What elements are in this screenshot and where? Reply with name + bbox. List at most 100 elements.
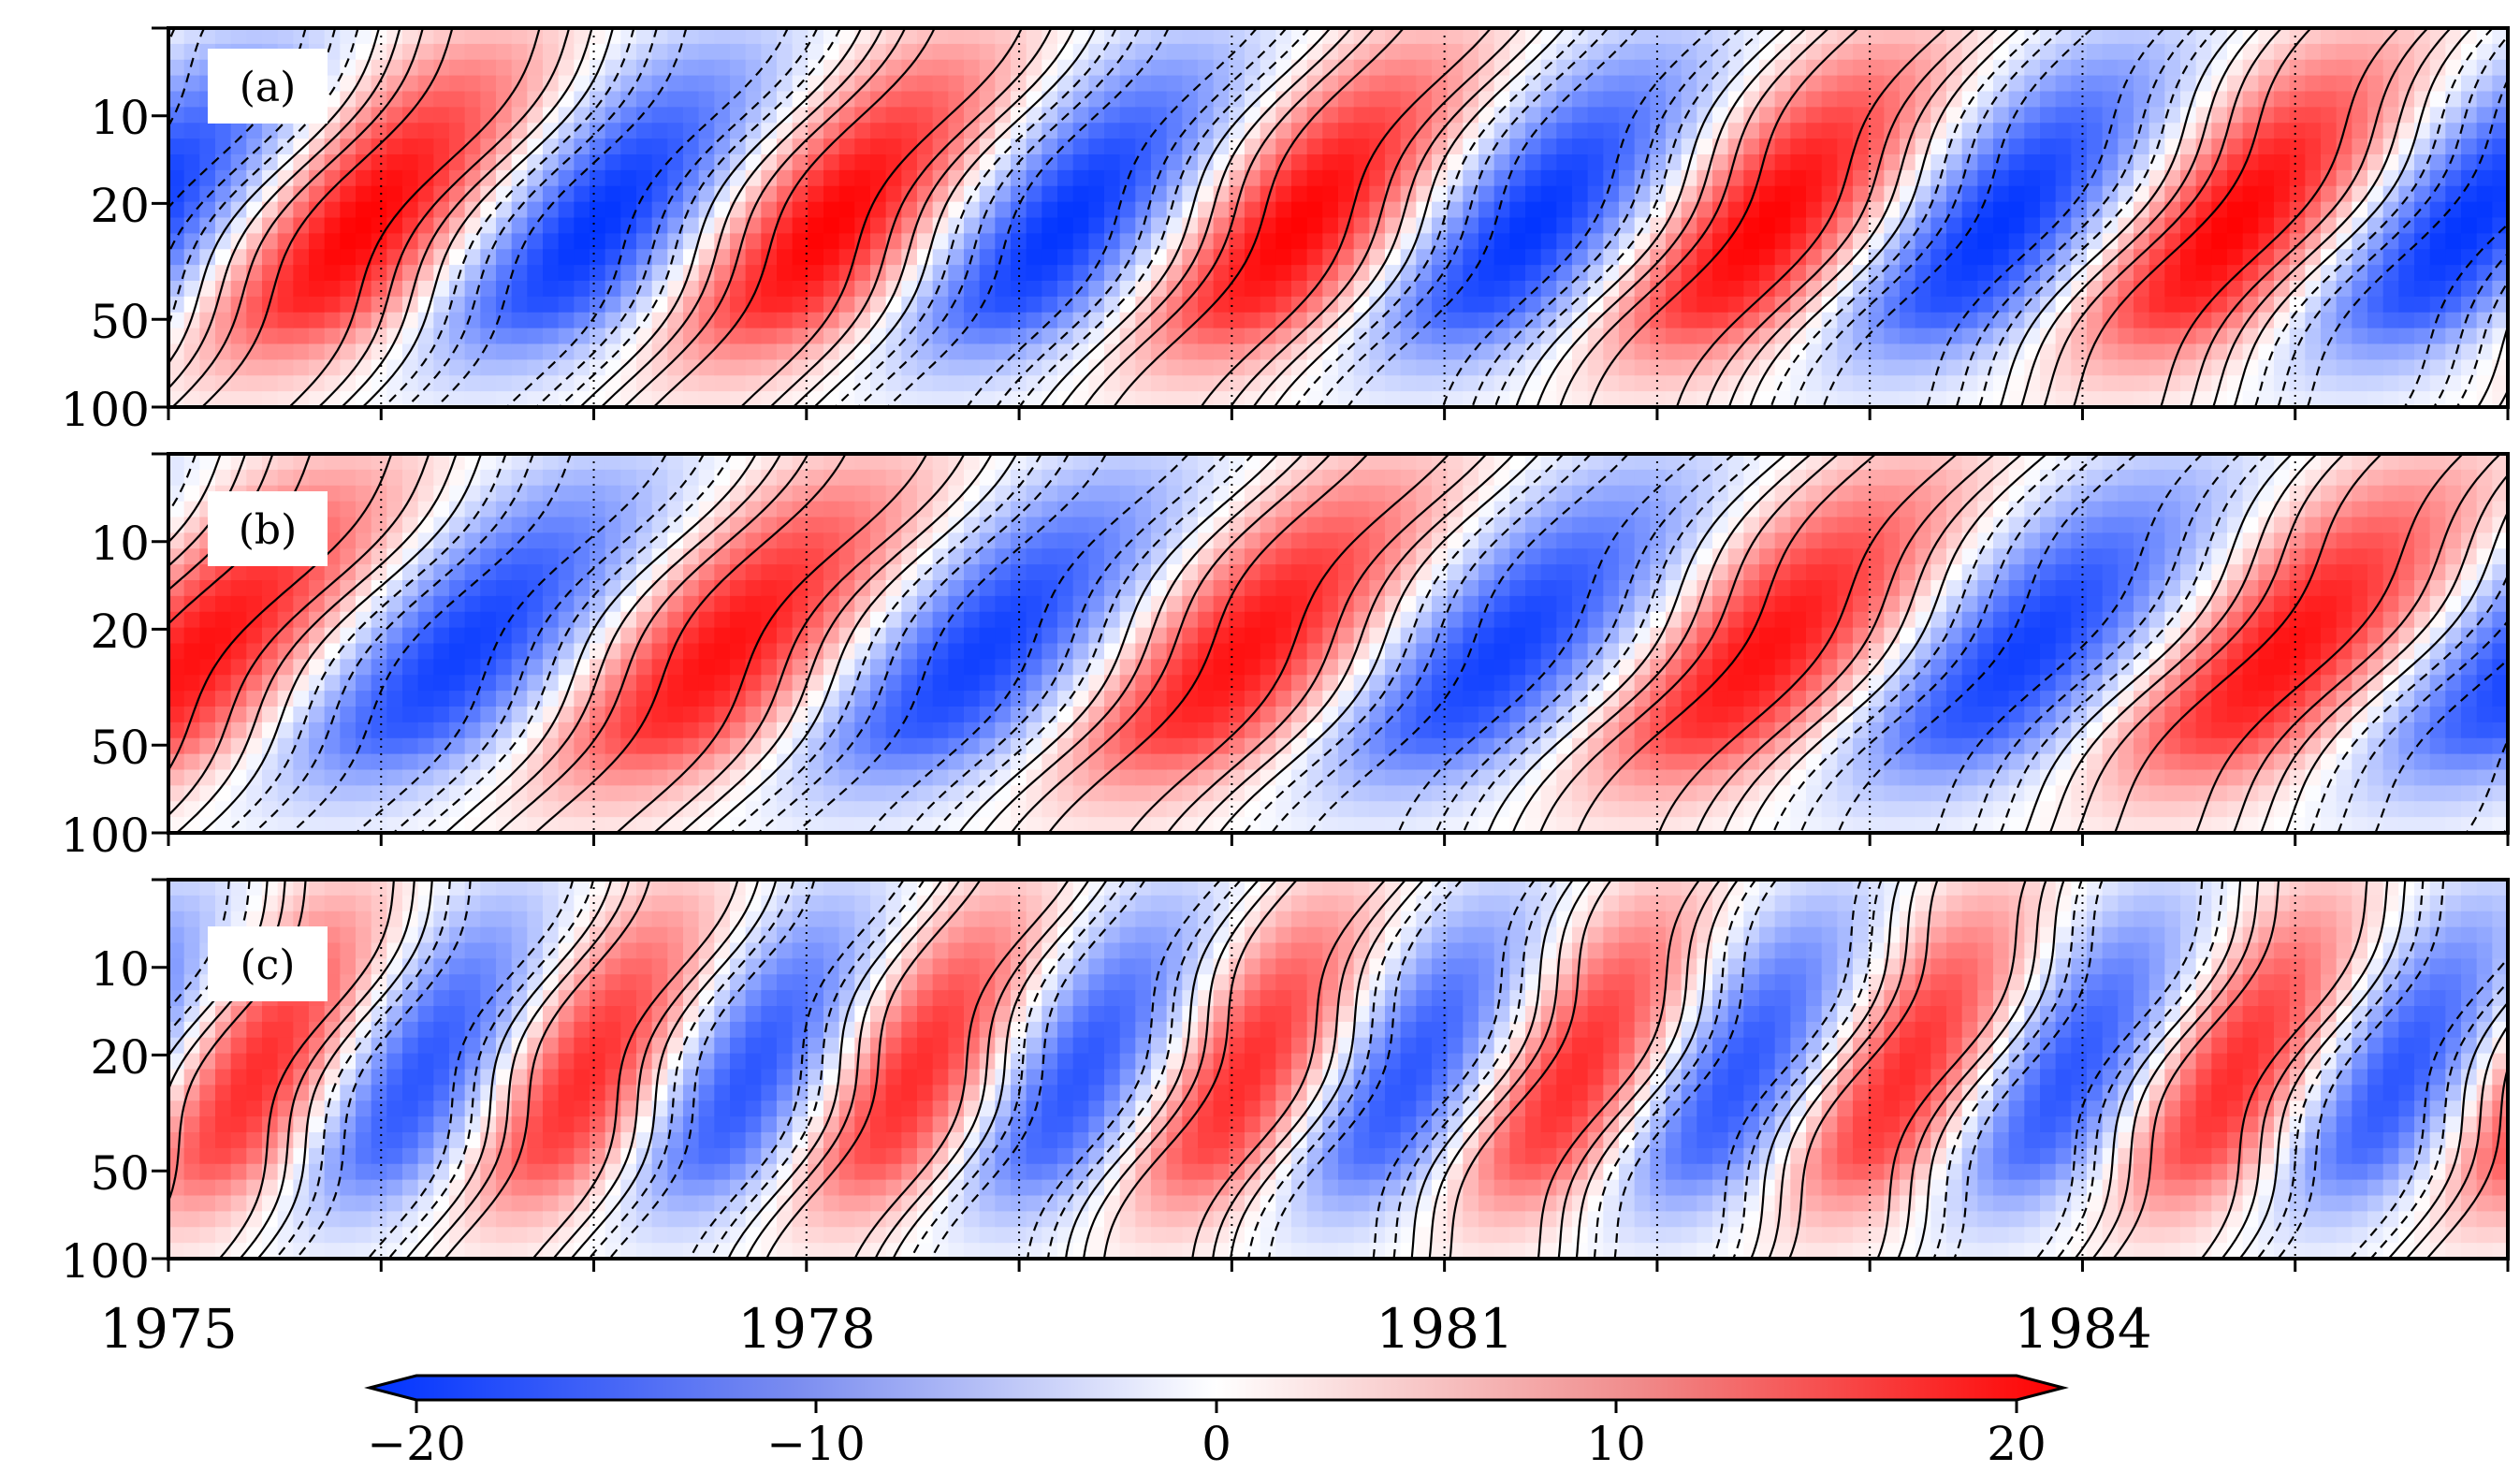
heatmap-cell (1915, 343, 1932, 361)
heatmap-cell (995, 169, 1012, 187)
heatmap-cell (324, 91, 342, 109)
heatmap-cell (371, 169, 388, 187)
heatmap-cell (199, 454, 216, 471)
heatmap-cell (1447, 154, 1464, 171)
heatmap-cell (1260, 296, 1277, 313)
heatmap-cell (480, 675, 497, 692)
heatmap-cell (2367, 28, 2384, 45)
heatmap-cell (309, 595, 326, 613)
heatmap-cell (2134, 312, 2150, 329)
heatmap-cell (2118, 169, 2134, 187)
heatmap-cell (1525, 328, 1542, 345)
heatmap-cell (761, 564, 778, 581)
heatmap-cell (745, 312, 763, 329)
heatmap-cell (1540, 169, 1558, 187)
heatmap-cell (340, 801, 357, 818)
heatmap-cell (309, 691, 326, 707)
heatmap-cell (1634, 123, 1652, 139)
heatmap-cell (324, 233, 342, 250)
heatmap-cell (1072, 138, 1090, 155)
heatmap-cell (1884, 281, 1901, 298)
heatmap-cell (1666, 281, 1682, 298)
heatmap-cell (590, 249, 606, 266)
heatmap-cell (293, 769, 310, 787)
heatmap-cell (1884, 391, 1901, 407)
heatmap-cell (1727, 107, 1745, 124)
heatmap-cell (1540, 43, 1558, 61)
heatmap-cell (917, 501, 934, 518)
heatmap-cell (2040, 59, 2057, 77)
heatmap-cell (356, 548, 372, 565)
heatmap-cell (932, 611, 950, 629)
heatmap-cell (2055, 233, 2073, 250)
heatmap-cell (1774, 185, 1792, 203)
heatmap-cell (2008, 375, 2026, 392)
heatmap-cell (761, 675, 778, 692)
heatmap-cell (1275, 185, 1292, 203)
heatmap-cell (386, 91, 403, 109)
heatmap-cell (2087, 75, 2104, 93)
heatmap-cell (340, 154, 357, 171)
heatmap-cell (543, 580, 560, 597)
heatmap-cell (340, 391, 357, 407)
heatmap-cell (2134, 154, 2150, 171)
heatmap-cell (1509, 43, 1526, 61)
heatmap-cell (838, 611, 856, 629)
heatmap-cell (2258, 154, 2275, 171)
contour-line-negative (886, 28, 1170, 407)
heatmap-cell (2274, 91, 2291, 109)
heatmap-cell (1104, 249, 1121, 266)
heatmap-cell (168, 359, 185, 376)
heatmap-cell (543, 249, 560, 266)
heatmap-cell (480, 485, 497, 503)
contour-line-negative (1294, 28, 1586, 407)
heatmap-cell (2398, 296, 2415, 313)
heatmap-cell (1213, 91, 1231, 109)
heatmap-cell (2461, 59, 2478, 77)
heatmap-cell (2305, 217, 2322, 235)
heatmap-cell (698, 548, 716, 565)
heatmap-cell (543, 43, 560, 61)
heatmap-cell (2461, 201, 2478, 219)
heatmap-cell (2274, 375, 2291, 392)
heatmap-cell (356, 28, 372, 45)
heatmap-cell (309, 469, 326, 487)
heatmap-cell (1260, 107, 1277, 124)
heatmap-cell (1697, 265, 1713, 282)
heatmap-cell (1759, 281, 1776, 298)
heatmap-cell (543, 359, 560, 376)
heatmap-cell (1229, 249, 1245, 266)
heatmap-cell (917, 312, 934, 329)
heatmap-cell (885, 485, 903, 503)
heatmap-cell (371, 249, 388, 266)
heatmap-cell (2227, 233, 2244, 250)
heatmap-cell (1915, 328, 1932, 345)
heatmap-cell (543, 296, 560, 313)
heatmap-cell (698, 59, 716, 77)
heatmap-cell (402, 169, 419, 187)
heatmap-cell (1245, 328, 1261, 345)
heatmap-cell (340, 185, 357, 203)
heatmap-cell (1042, 391, 1058, 407)
heatmap-cell (854, 769, 871, 787)
heatmap-cell (558, 785, 575, 802)
heatmap-cell (745, 359, 763, 376)
heatmap-cell (215, 185, 232, 203)
heatmap-cell (605, 281, 622, 298)
heatmap-cell (1416, 391, 1433, 407)
heatmap-cell (885, 249, 903, 266)
heatmap-cell (1603, 201, 1620, 219)
heatmap-cell (1650, 91, 1667, 109)
heatmap-cell (714, 107, 731, 124)
heatmap-cell (558, 233, 575, 250)
heatmap-cell (777, 485, 794, 503)
heatmap-cell (2055, 28, 2073, 45)
heatmap-cell (979, 154, 997, 171)
heatmap-cell (1774, 75, 1792, 93)
heatmap-cell (1229, 75, 1245, 93)
heatmap-cell (761, 627, 778, 645)
heatmap-cell (1884, 375, 1901, 392)
heatmap-cell (2258, 43, 2275, 61)
heatmap-cell (2352, 123, 2368, 139)
heatmap-cell (1556, 233, 1573, 250)
